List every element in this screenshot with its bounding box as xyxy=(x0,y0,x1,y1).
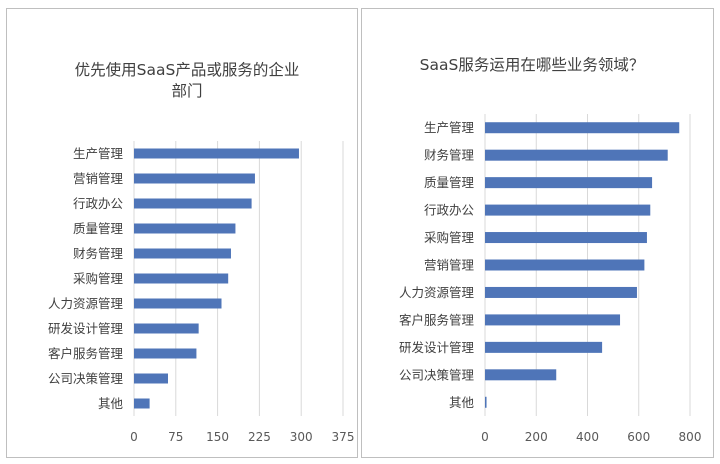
category-label: 客户服务管理 xyxy=(48,346,124,361)
category-label: 行政办公 xyxy=(424,203,475,218)
bar xyxy=(485,341,603,353)
x-tick-label: 800 xyxy=(679,430,702,444)
bar xyxy=(485,204,651,216)
bar xyxy=(485,286,637,298)
right-chart-title: SaaS服务运用在哪些业务领域？ xyxy=(420,56,645,74)
bar xyxy=(134,348,197,359)
left-chart-panel: 优先使用SaaS产品或服务的企业 部门 0 75 150 225 300 375 生产管理营… xyxy=(6,8,358,458)
bar xyxy=(485,149,668,161)
x-tick-label: 150 xyxy=(206,430,229,444)
x-tick-label: 225 xyxy=(248,430,271,444)
x-tick-label: 0 xyxy=(130,430,138,444)
bar xyxy=(134,173,255,184)
bar xyxy=(134,323,199,334)
left-chart-title-line-1: 优先使用SaaS产品或服务的企业 xyxy=(75,61,300,79)
category-label: 客户服务管理 xyxy=(399,312,475,327)
category-label: 人力资源管理 xyxy=(399,285,475,300)
right-chart-panel: SaaS服务运用在哪些业务领域？ 0 200 400 600 800 生产管理财务管理质量… xyxy=(361,8,714,458)
right-bar-chart: SaaS服务运用在哪些业务领域？ 0 200 400 600 800 生产管理财务管理质量… xyxy=(399,56,702,444)
bar xyxy=(485,396,487,408)
category-label: 采购管理 xyxy=(424,230,475,245)
bar xyxy=(134,373,168,384)
left-chart-title-line-2: 部门 xyxy=(171,82,202,100)
bar xyxy=(134,248,231,259)
category-label: 生产管理 xyxy=(424,120,475,135)
category-label: 营销管理 xyxy=(424,258,475,273)
category-label: 质量管理 xyxy=(73,221,124,236)
category-label: 营销管理 xyxy=(73,171,124,186)
category-label: 质量管理 xyxy=(424,175,475,190)
category-label: 采购管理 xyxy=(73,271,124,286)
x-tick-label: 600 xyxy=(627,430,650,444)
category-label: 公司决策管理 xyxy=(399,367,475,382)
category-label: 其他 xyxy=(449,395,475,410)
bar xyxy=(485,259,645,271)
category-label: 财务管理 xyxy=(73,246,124,261)
x-tick-label: 300 xyxy=(290,430,313,444)
bar xyxy=(134,148,299,159)
x-tick-label: 75 xyxy=(168,430,183,444)
bar xyxy=(485,232,647,244)
bar xyxy=(485,314,621,326)
category-label: 财务管理 xyxy=(424,148,475,163)
category-label: 人力资源管理 xyxy=(48,296,124,311)
bar xyxy=(134,298,222,309)
bar xyxy=(134,398,150,409)
bar xyxy=(485,369,557,381)
bar xyxy=(485,177,653,189)
category-label: 研发设计管理 xyxy=(48,321,124,336)
category-label: 研发设计管理 xyxy=(399,340,475,355)
bar xyxy=(134,273,229,284)
category-label: 行政办公 xyxy=(73,196,124,211)
category-label: 其他 xyxy=(98,396,124,411)
category-label: 生产管理 xyxy=(73,146,124,161)
x-tick-label: 200 xyxy=(525,430,548,444)
category-label: 公司决策管理 xyxy=(48,371,124,386)
x-tick-label: 0 xyxy=(481,430,489,444)
bar xyxy=(134,223,236,234)
left-bar-chart: 优先使用SaaS产品或服务的企业 部门 0 75 150 225 300 375 生产管理营… xyxy=(48,61,355,444)
x-tick-label: 400 xyxy=(576,430,599,444)
x-tick-label: 375 xyxy=(332,430,355,444)
bar xyxy=(485,122,680,134)
bar xyxy=(134,198,252,209)
